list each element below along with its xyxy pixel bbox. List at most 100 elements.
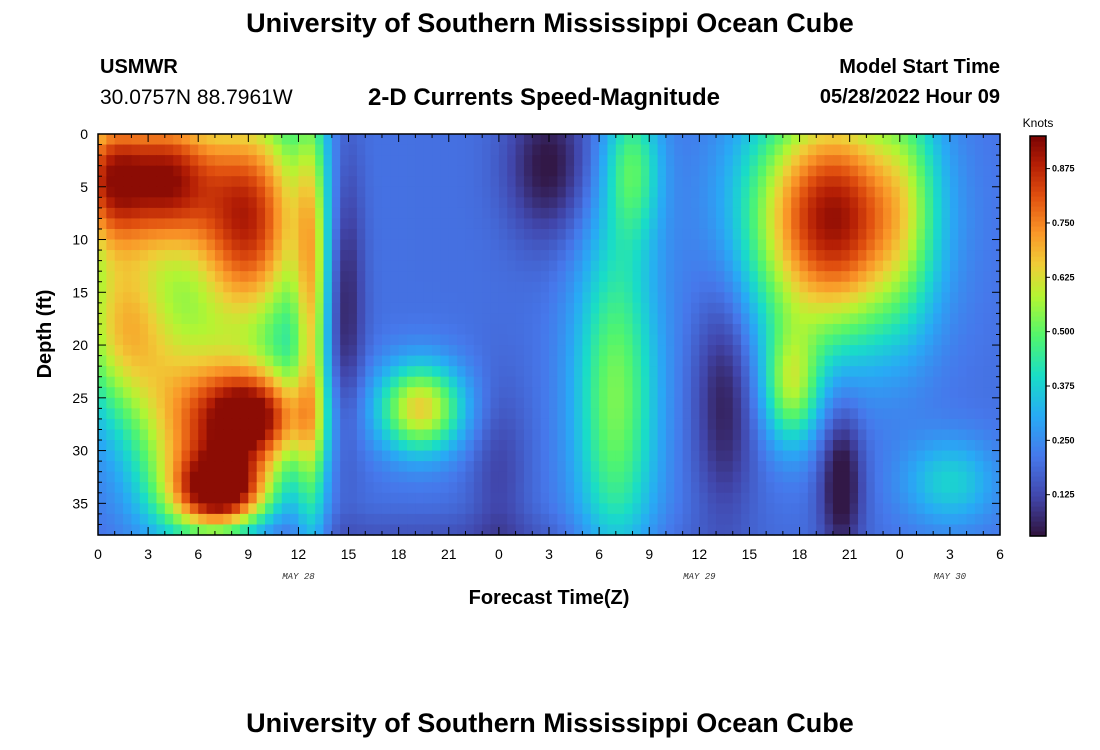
heatmap-cell (799, 461, 809, 473)
heatmap-cell (273, 355, 283, 367)
heatmap-cell (148, 260, 158, 272)
heatmap-cell (340, 218, 350, 230)
heatmap-cell (298, 186, 308, 198)
heatmap-cell (198, 482, 208, 494)
heatmap-cell (649, 292, 659, 304)
heatmap-cell (983, 228, 993, 241)
heatmap-cell (549, 355, 558, 367)
heatmap-cell (490, 313, 500, 325)
heatmap-cell (816, 429, 826, 441)
heatmap-cell (198, 207, 208, 220)
heatmap-cell (749, 345, 759, 357)
heatmap-cell (824, 366, 834, 378)
heatmap-cell (958, 228, 968, 241)
heatmap-cell (457, 176, 467, 188)
heatmap-cell (490, 165, 500, 177)
heatmap-cell (565, 376, 575, 388)
heatmap-cell (741, 144, 751, 156)
heatmap-cell (273, 397, 283, 409)
heatmap-cell (273, 313, 283, 325)
heatmap-cell (198, 440, 208, 452)
heatmap-cell (724, 281, 734, 293)
heatmap-cell (181, 482, 191, 494)
heatmap-cell (273, 228, 283, 241)
heatmap-cell (549, 524, 558, 536)
heatmap-cell (181, 155, 191, 167)
heatmap-cell (298, 366, 308, 378)
heatmap-cell (832, 323, 842, 336)
heatmap-cell (657, 440, 667, 452)
heatmap-cell (858, 292, 867, 304)
heatmap-cell (933, 281, 943, 293)
heatmap-cell (933, 134, 943, 146)
heatmap-cell (231, 176, 241, 188)
heatmap-cell (390, 355, 400, 367)
heatmap-cell (557, 376, 567, 388)
heatmap-cell (356, 345, 366, 357)
heatmap-cell (791, 397, 801, 409)
heatmap-cell (699, 250, 709, 262)
heatmap-cell (457, 376, 467, 388)
heatmap-cell (674, 323, 684, 336)
heatmap-cell (624, 524, 634, 536)
heatmap-cell (557, 440, 567, 452)
heatmap-cell (674, 429, 684, 441)
heatmap-cell (465, 345, 475, 357)
heatmap-cell (432, 239, 442, 251)
heatmap-cell (139, 228, 149, 241)
heatmap-cell (799, 334, 809, 346)
heatmap-cell (741, 450, 751, 462)
heatmap-cell (206, 461, 216, 473)
heatmap-cell (189, 482, 199, 494)
heatmap-cell (657, 492, 667, 504)
heatmap-cell (398, 292, 408, 304)
heatmap-cell (173, 440, 183, 452)
heatmap-cell (716, 218, 725, 230)
heatmap-cell (131, 513, 141, 526)
heatmap-cell (206, 292, 216, 304)
heatmap-cell (966, 524, 976, 536)
heatmap-cell (841, 207, 851, 220)
heatmap-cell (816, 440, 826, 452)
heatmap-cell (741, 471, 751, 483)
heatmap-cell (298, 471, 308, 483)
heatmap-cell (356, 397, 366, 409)
heatmap-cell (807, 387, 817, 399)
heatmap-cell (649, 503, 659, 515)
heatmap-cell (716, 271, 725, 283)
heatmap-cell (599, 165, 609, 177)
heatmap-cell (273, 492, 283, 504)
heatmap-cell (782, 408, 792, 420)
heatmap-cell (599, 471, 609, 483)
heatmap-cell (899, 429, 909, 441)
heatmap-cell (465, 513, 475, 526)
heatmap-cell (214, 418, 224, 431)
heatmap-cell (933, 397, 943, 409)
heatmap-cell (983, 186, 993, 198)
heatmap-cell (724, 524, 734, 536)
heatmap-cell (239, 207, 249, 220)
heatmap-cell (306, 513, 316, 526)
heatmap-cell (899, 366, 909, 378)
heatmap-cell (164, 482, 174, 494)
heatmap-cell (498, 228, 508, 241)
heatmap-cell (223, 323, 233, 336)
heatmap-cell (490, 239, 500, 251)
colorbar-segment (1030, 221, 1046, 227)
heatmap-cell (156, 397, 166, 409)
heatmap-cell (557, 186, 567, 198)
heatmap-cell (356, 260, 366, 272)
heatmap-cell (841, 134, 851, 146)
heatmap-cell (148, 461, 158, 473)
heatmap-cell (390, 323, 400, 336)
heatmap-cell (908, 366, 918, 378)
heatmap-cell (966, 228, 976, 241)
heatmap-cell (123, 440, 133, 452)
heatmap-cell (356, 471, 366, 483)
heatmap-cell (114, 260, 124, 272)
heatmap-cell (699, 165, 709, 177)
heatmap-cell (983, 387, 993, 399)
x-tick-label: 15 (341, 546, 357, 562)
heatmap-cell (690, 281, 700, 293)
heatmap-cell (574, 418, 584, 431)
